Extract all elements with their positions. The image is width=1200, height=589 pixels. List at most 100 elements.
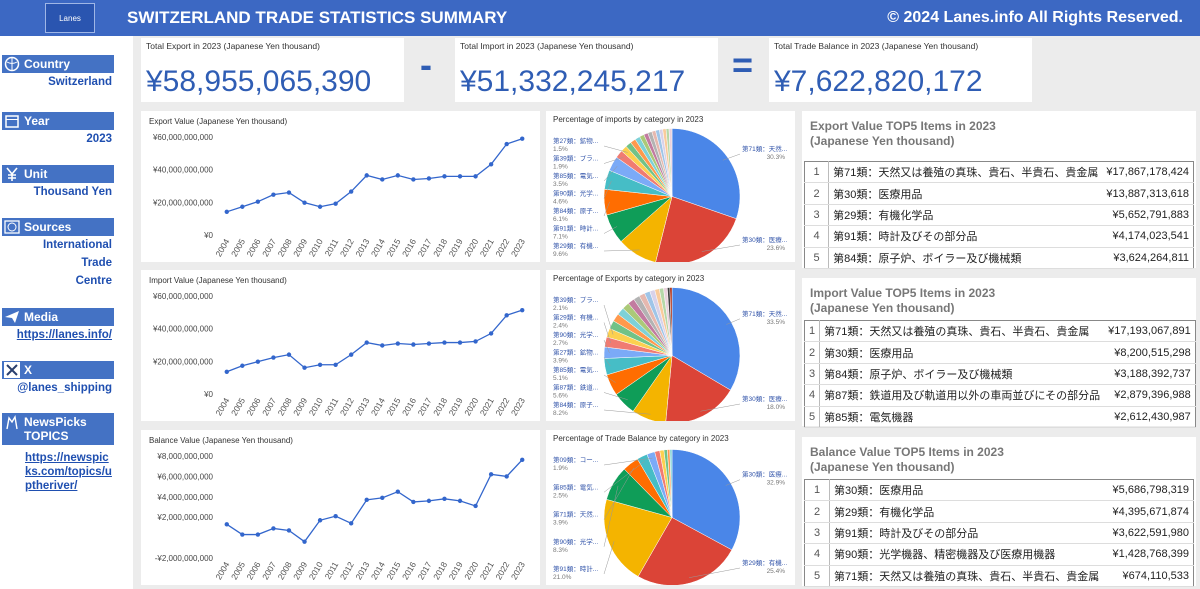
table-panel: Import Value TOP5 Items in 2023 (Japanese… — [802, 278, 1196, 428]
pie-slice — [671, 128, 741, 220]
kpi-card: Total Export in 2023 (Japanese Yen thous… — [141, 38, 404, 102]
sidebar-item: Year 2023 — [2, 112, 114, 148]
icon — [5, 311, 19, 323]
point — [224, 369, 229, 374]
point — [488, 472, 494, 477]
point — [520, 136, 525, 141]
slice-label: 第84類：原子... — [553, 400, 598, 409]
pie-slice — [669, 449, 673, 518]
value: ¥3,624,264,811 — [1102, 247, 1194, 269]
table-row: 4 第90類：光学機器、精密機器及び医療用機器 ¥1,428,768,399 — [804, 543, 1194, 566]
x-tick-label: 2008 — [276, 396, 294, 418]
point — [380, 343, 385, 348]
icon — [6, 364, 18, 376]
point — [317, 204, 323, 209]
leader-line — [689, 567, 741, 578]
table-row: 4 第87類：鉄道用及び軌道用以外の車両並びにその部分品 ¥2,879,396,98… — [804, 384, 1196, 407]
table-row: 3 第91類：時計及びその部分品 ¥3,622,591,980 — [804, 522, 1194, 545]
pie-slice — [668, 128, 673, 197]
slice-label: 第87類：鉄道... — [553, 383, 598, 392]
value: ¥2,879,396,988 — [1104, 384, 1196, 407]
sidebar-label-bar: Sources — [2, 218, 114, 236]
x-tick-label: 2017 — [416, 396, 434, 418]
slice-value-label: 1.5% — [553, 146, 568, 153]
sidebar-label: Country — [24, 57, 70, 71]
icon — [4, 220, 20, 234]
item: 第84類：原子炉、ボイラー及び機械類 — [828, 247, 1103, 269]
item: 第71類：天然又は養殖の真珠、貴石、半貴石、貴金属 — [829, 565, 1108, 587]
rank: 1 — [804, 479, 830, 502]
point — [348, 352, 354, 357]
sidebar-link[interactable]: https://newspicks.com/topics/uptheriver/ — [25, 452, 112, 492]
table-panel: Balance Value TOP5 Items in 2023 (Japanes… — [802, 437, 1196, 587]
point — [380, 495, 385, 501]
sidebar-label: X — [24, 363, 33, 377]
icon — [6, 167, 18, 181]
line — [226, 309, 523, 373]
point — [426, 176, 432, 181]
point — [457, 174, 463, 179]
slice-label: 第85類：電気... — [553, 482, 598, 491]
point — [240, 532, 245, 537]
slice-value-label: 21.0% — [553, 574, 572, 581]
x-tick-label: 2023 — [509, 396, 527, 418]
leader-line — [603, 304, 614, 335]
item: 第30類：医療用品 — [829, 479, 1108, 502]
slice-label: 第39類：プラ... — [553, 295, 598, 304]
sidebar-link[interactable]: https://lanes.info/ — [16, 329, 112, 341]
sidebar-value: International — [42, 239, 112, 251]
kpi-value: ¥58,955,065,390 — [146, 65, 372, 98]
point — [426, 498, 432, 504]
point — [302, 539, 307, 544]
y-tick-label: ¥0 — [203, 231, 213, 240]
slice-value-label: 3.9% — [553, 520, 568, 527]
leader-line — [603, 467, 635, 520]
slice-value-label: 2.5% — [553, 492, 568, 499]
leader-line — [603, 145, 628, 153]
leader-line — [603, 485, 619, 547]
table-row: 1 第30類：医療用品 ¥5,686,798,319 — [804, 479, 1194, 502]
item: 第71類：天然又は養殖の真珠、貴石、半貴石、貴金属 — [819, 320, 1105, 343]
line-chart: Export Value (Japanese Yen thousand) ¥0 ¥2… — [141, 111, 540, 262]
table-subtitle: (Japanese Yen thousand) — [810, 301, 955, 315]
x-tick-label: 2009 — [291, 396, 309, 418]
pie-slice — [603, 499, 673, 577]
point — [286, 190, 292, 195]
slice-label: 第30類：医療... — [742, 394, 787, 403]
x-tick-label: 2016 — [400, 560, 418, 582]
point — [255, 359, 261, 364]
header: Lanes SWITZERLAND TRADE STATISTICS SUMMA… — [0, 0, 1200, 36]
point — [255, 199, 261, 204]
kpi-card: Total Import in 2023 (Japanese Yen thous… — [455, 38, 718, 102]
value: ¥4,174,023,541 — [1102, 225, 1194, 248]
point — [271, 192, 276, 197]
x-tick-label: 2007 — [260, 560, 278, 582]
y-tick-label: ¥20,000,000,000 — [152, 357, 214, 366]
slice-label: 第90類：光学... — [553, 189, 598, 198]
point — [364, 340, 369, 345]
point — [520, 307, 525, 313]
leader-line — [603, 157, 624, 164]
slice-label: 第29類：有機... — [742, 558, 787, 567]
point — [504, 474, 509, 479]
icon — [5, 115, 19, 128]
icon — [5, 311, 19, 323]
sidebar-label-bar: Unit — [2, 165, 114, 183]
item: 第90類：光学機器、精密機器及び医療用機器 — [829, 543, 1108, 566]
table-row: 1 第71類：天然又は養殖の真珠、貴石、半貴石、貴金属 ¥17,867,178,42… — [804, 161, 1194, 184]
point — [442, 496, 447, 502]
sidebar-value: Centre — [75, 275, 112, 287]
x-tick-label: 2022 — [493, 237, 511, 259]
sidebar-value: Thousand Yen — [33, 186, 112, 198]
leader-line — [603, 166, 618, 182]
slice-label: 第09類：コー... — [553, 455, 598, 464]
table-title: Import Value TOP5 Items in 2023 — [810, 286, 996, 300]
leader-line — [700, 403, 741, 412]
slice-label: 第71類：天然... — [742, 144, 787, 153]
x-tick-label: 2014 — [369, 237, 387, 259]
chart-title: Balance Value (Japanese Yen thousand) — [149, 436, 293, 445]
x-tick-label: 2006 — [244, 396, 262, 418]
copyright: © 2024 Lanes.info All Rights Reserved. — [887, 9, 1183, 26]
table-row: 5 第84類：原子炉、ボイラー及び機械類 ¥3,624,264,811 — [804, 247, 1194, 269]
point — [411, 177, 416, 182]
